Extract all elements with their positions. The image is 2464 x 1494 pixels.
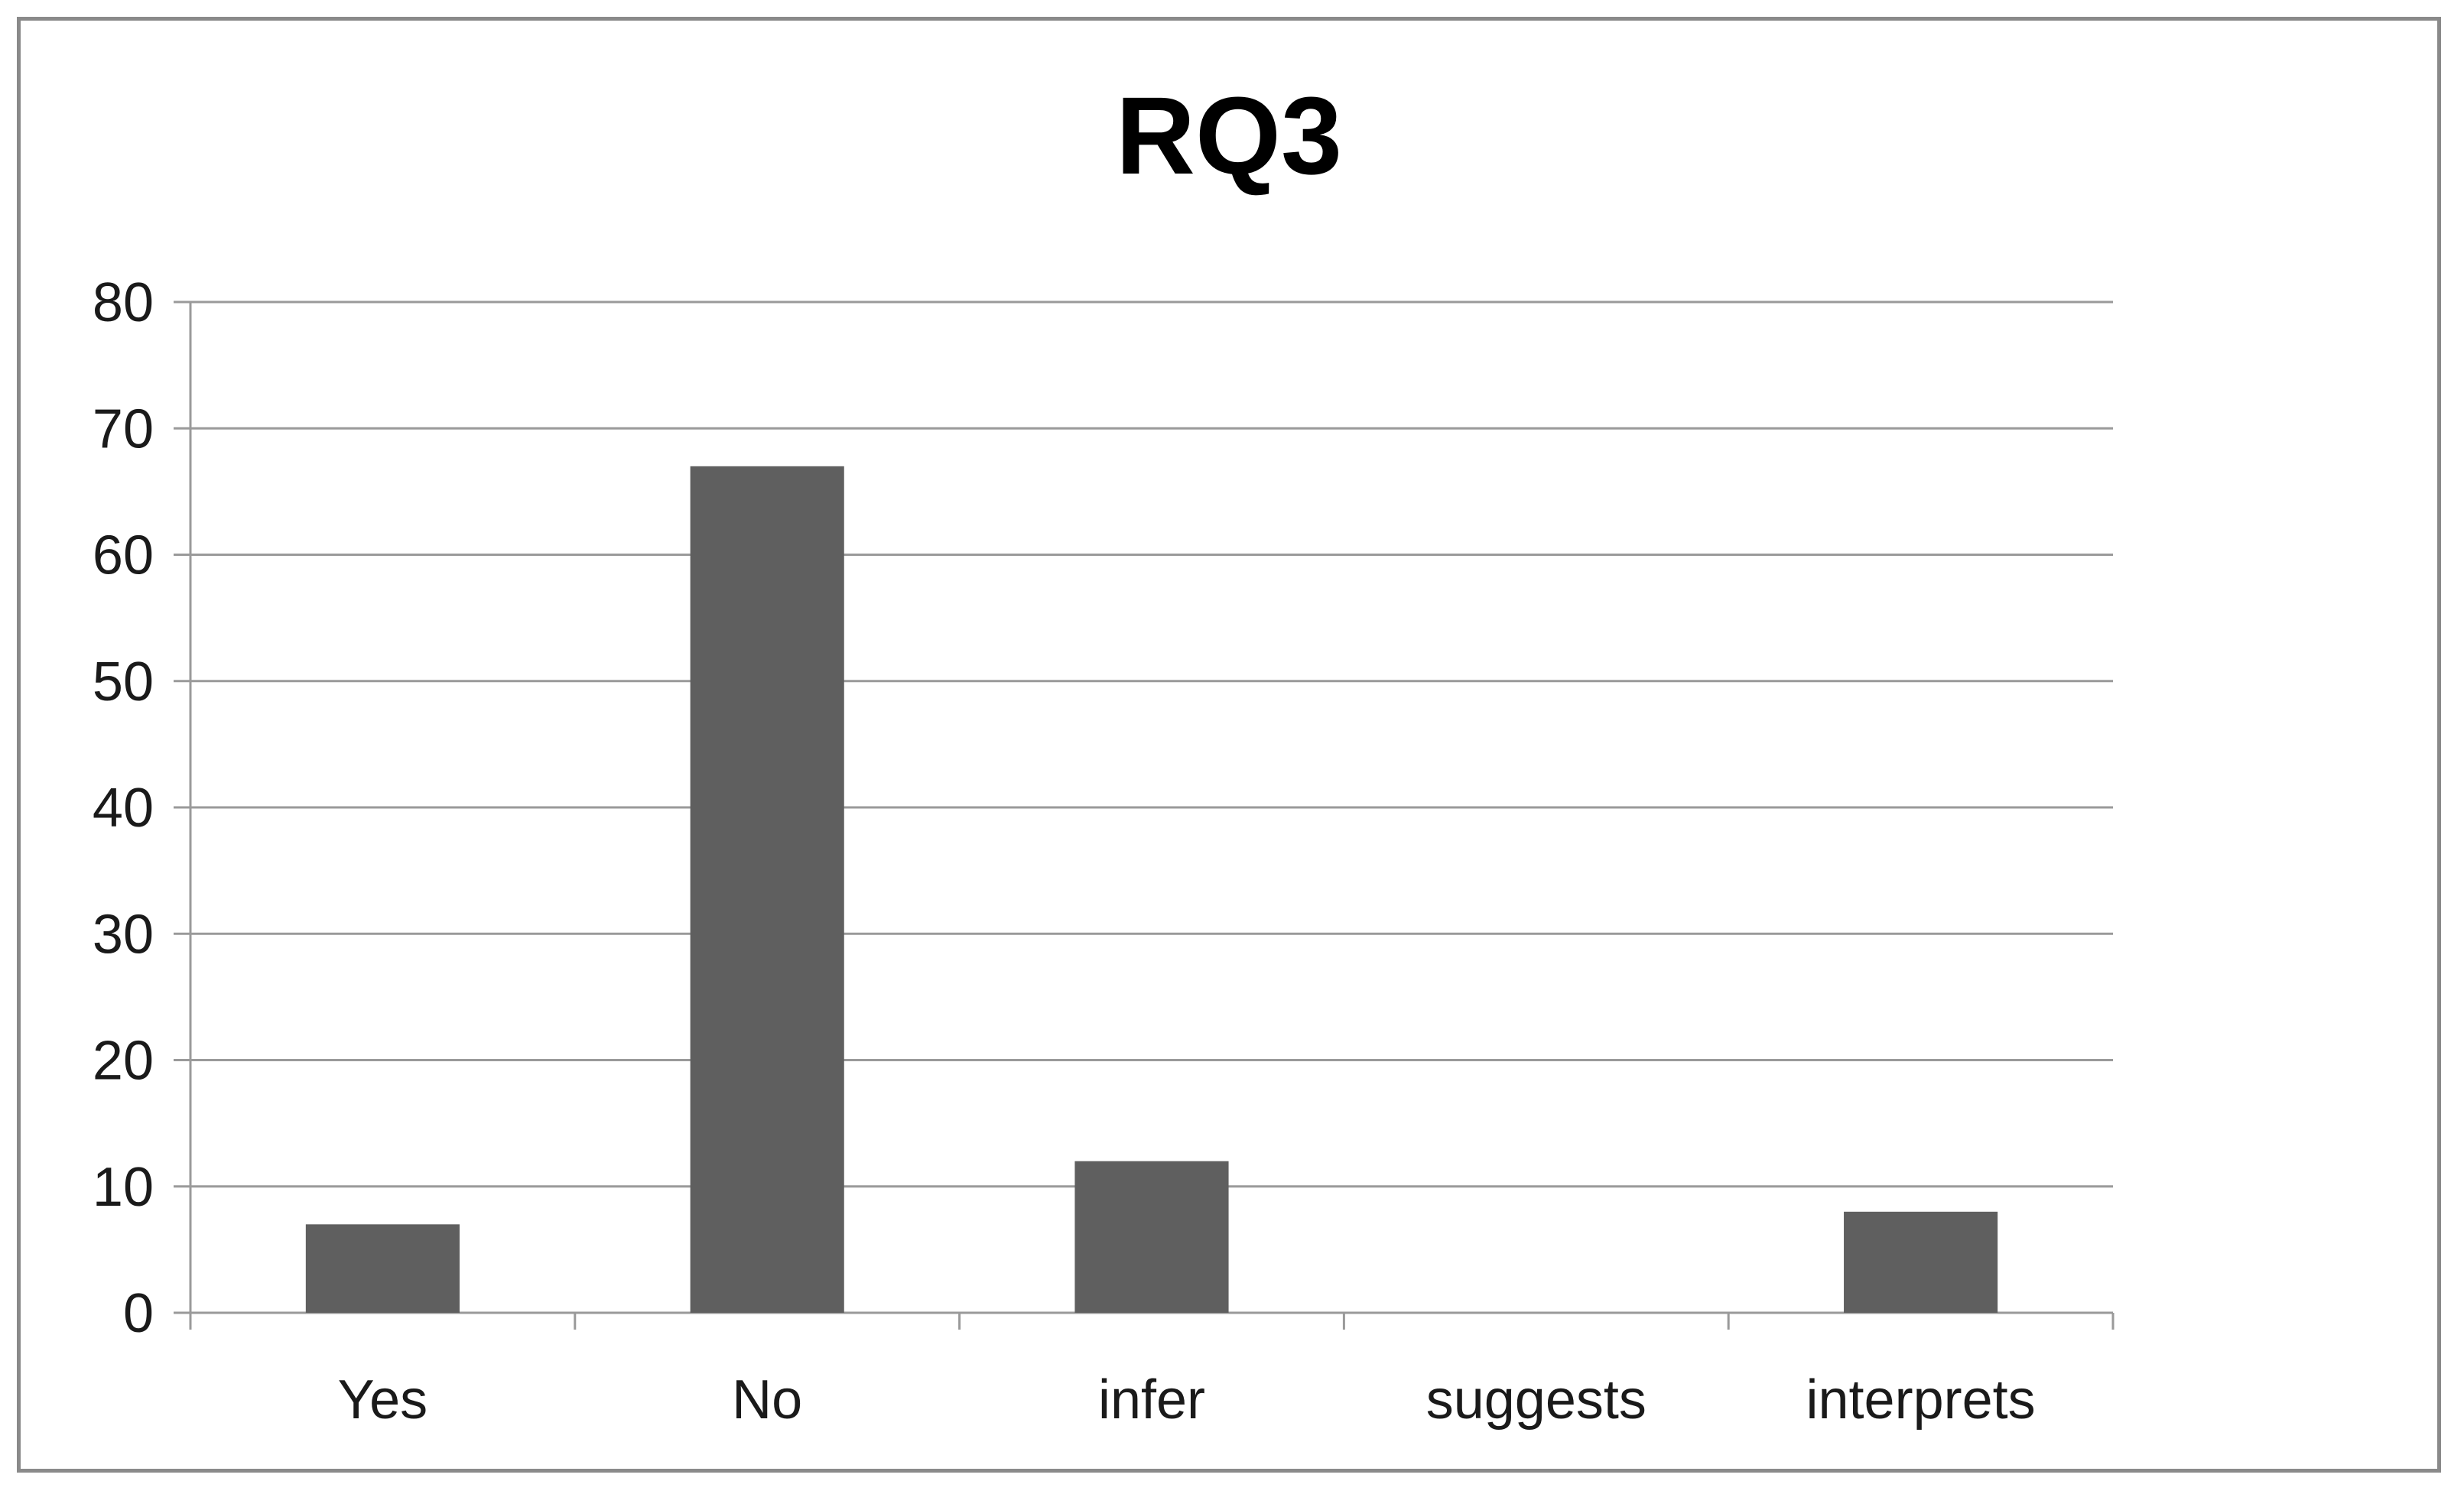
y-tick-label: 60	[93, 525, 154, 586]
y-tick-label: 10	[93, 1157, 154, 1218]
y-tick-label: 80	[93, 272, 154, 333]
y-tick-label: 70	[93, 398, 154, 460]
y-tick-label: 30	[93, 904, 154, 965]
chart-title: RQ3	[1116, 74, 1342, 197]
axes	[174, 300, 2115, 1330]
bar-interprets	[1844, 1211, 1998, 1313]
x-tick-label-infer: infer	[1098, 1369, 1205, 1431]
x-tick-label-interprets: interprets	[1806, 1369, 2036, 1431]
chart-frame: RQ3 0 10 20 30 40 50 60 70 80 Yes No infer suggests…	[17, 17, 2441, 1473]
y-tick-labels: 0 10 20 30 40 50 60 70 80	[93, 272, 154, 1344]
bar-no	[690, 466, 844, 1314]
y-tick-label: 20	[93, 1031, 154, 1092]
x-tick-labels: Yes No infer suggests interprets	[338, 1369, 2036, 1431]
gridlines	[190, 300, 2113, 1314]
y-tick-label: 50	[93, 651, 154, 713]
x-tick-label-yes: Yes	[338, 1369, 427, 1431]
x-tick-label-no: No	[732, 1369, 802, 1431]
bar-yes	[305, 1224, 460, 1313]
bars	[305, 466, 1998, 1314]
x-tick-label-suggests: suggests	[1426, 1369, 1646, 1431]
y-tick-label: 0	[123, 1283, 154, 1344]
y-tick-label: 40	[93, 778, 154, 839]
bar-chart: RQ3 0 10 20 30 40 50 60 70 80 Yes No infer suggests…	[93, 74, 2115, 1431]
bar-infer	[1074, 1161, 1229, 1313]
